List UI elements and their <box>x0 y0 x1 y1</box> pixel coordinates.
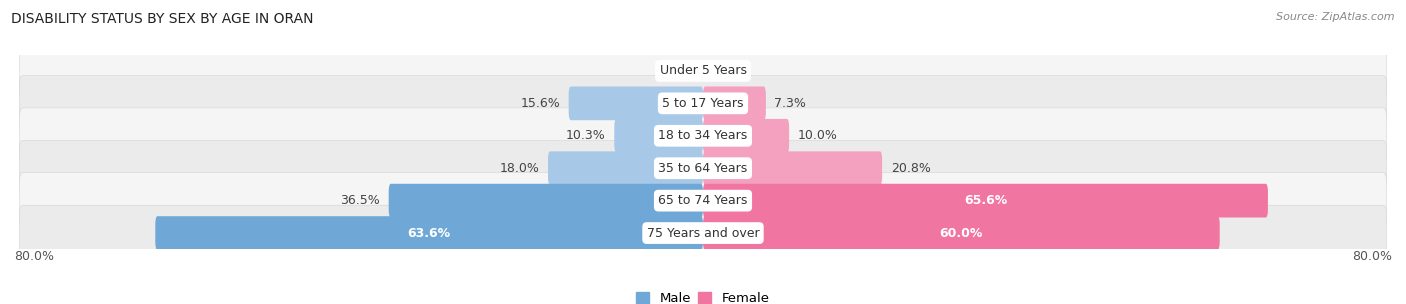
Text: 20.8%: 20.8% <box>891 162 931 175</box>
Text: Source: ZipAtlas.com: Source: ZipAtlas.com <box>1277 12 1395 22</box>
Text: 80.0%: 80.0% <box>1353 250 1392 263</box>
Text: 60.0%: 60.0% <box>939 226 983 240</box>
Text: 10.0%: 10.0% <box>797 129 838 142</box>
FancyBboxPatch shape <box>388 184 703 217</box>
FancyBboxPatch shape <box>568 87 703 120</box>
FancyBboxPatch shape <box>703 184 1268 217</box>
Text: Under 5 Years: Under 5 Years <box>659 64 747 78</box>
FancyBboxPatch shape <box>703 216 1219 250</box>
Text: 0.0%: 0.0% <box>662 64 695 78</box>
FancyBboxPatch shape <box>20 140 1386 196</box>
FancyBboxPatch shape <box>703 151 882 185</box>
FancyBboxPatch shape <box>20 75 1386 131</box>
Text: DISABILITY STATUS BY SEX BY AGE IN ORAN: DISABILITY STATUS BY SEX BY AGE IN ORAN <box>11 12 314 26</box>
Text: 65.6%: 65.6% <box>965 194 1007 207</box>
Legend: Male, Female: Male, Female <box>636 292 770 304</box>
FancyBboxPatch shape <box>548 151 703 185</box>
Text: 0.0%: 0.0% <box>711 64 744 78</box>
Text: 80.0%: 80.0% <box>14 250 53 263</box>
Text: 10.3%: 10.3% <box>567 129 606 142</box>
FancyBboxPatch shape <box>20 43 1386 99</box>
Text: 5 to 17 Years: 5 to 17 Years <box>662 97 744 110</box>
Text: 18.0%: 18.0% <box>499 162 540 175</box>
FancyBboxPatch shape <box>703 87 766 120</box>
FancyBboxPatch shape <box>155 216 703 250</box>
Text: 15.6%: 15.6% <box>520 97 560 110</box>
Text: 18 to 34 Years: 18 to 34 Years <box>658 129 748 142</box>
Text: 63.6%: 63.6% <box>408 226 451 240</box>
FancyBboxPatch shape <box>20 173 1386 229</box>
Text: 36.5%: 36.5% <box>340 194 380 207</box>
FancyBboxPatch shape <box>20 205 1386 261</box>
Text: 35 to 64 Years: 35 to 64 Years <box>658 162 748 175</box>
Text: 7.3%: 7.3% <box>775 97 807 110</box>
Text: 65 to 74 Years: 65 to 74 Years <box>658 194 748 207</box>
FancyBboxPatch shape <box>703 119 789 153</box>
FancyBboxPatch shape <box>614 119 703 153</box>
Text: 75 Years and over: 75 Years and over <box>647 226 759 240</box>
FancyBboxPatch shape <box>20 108 1386 164</box>
